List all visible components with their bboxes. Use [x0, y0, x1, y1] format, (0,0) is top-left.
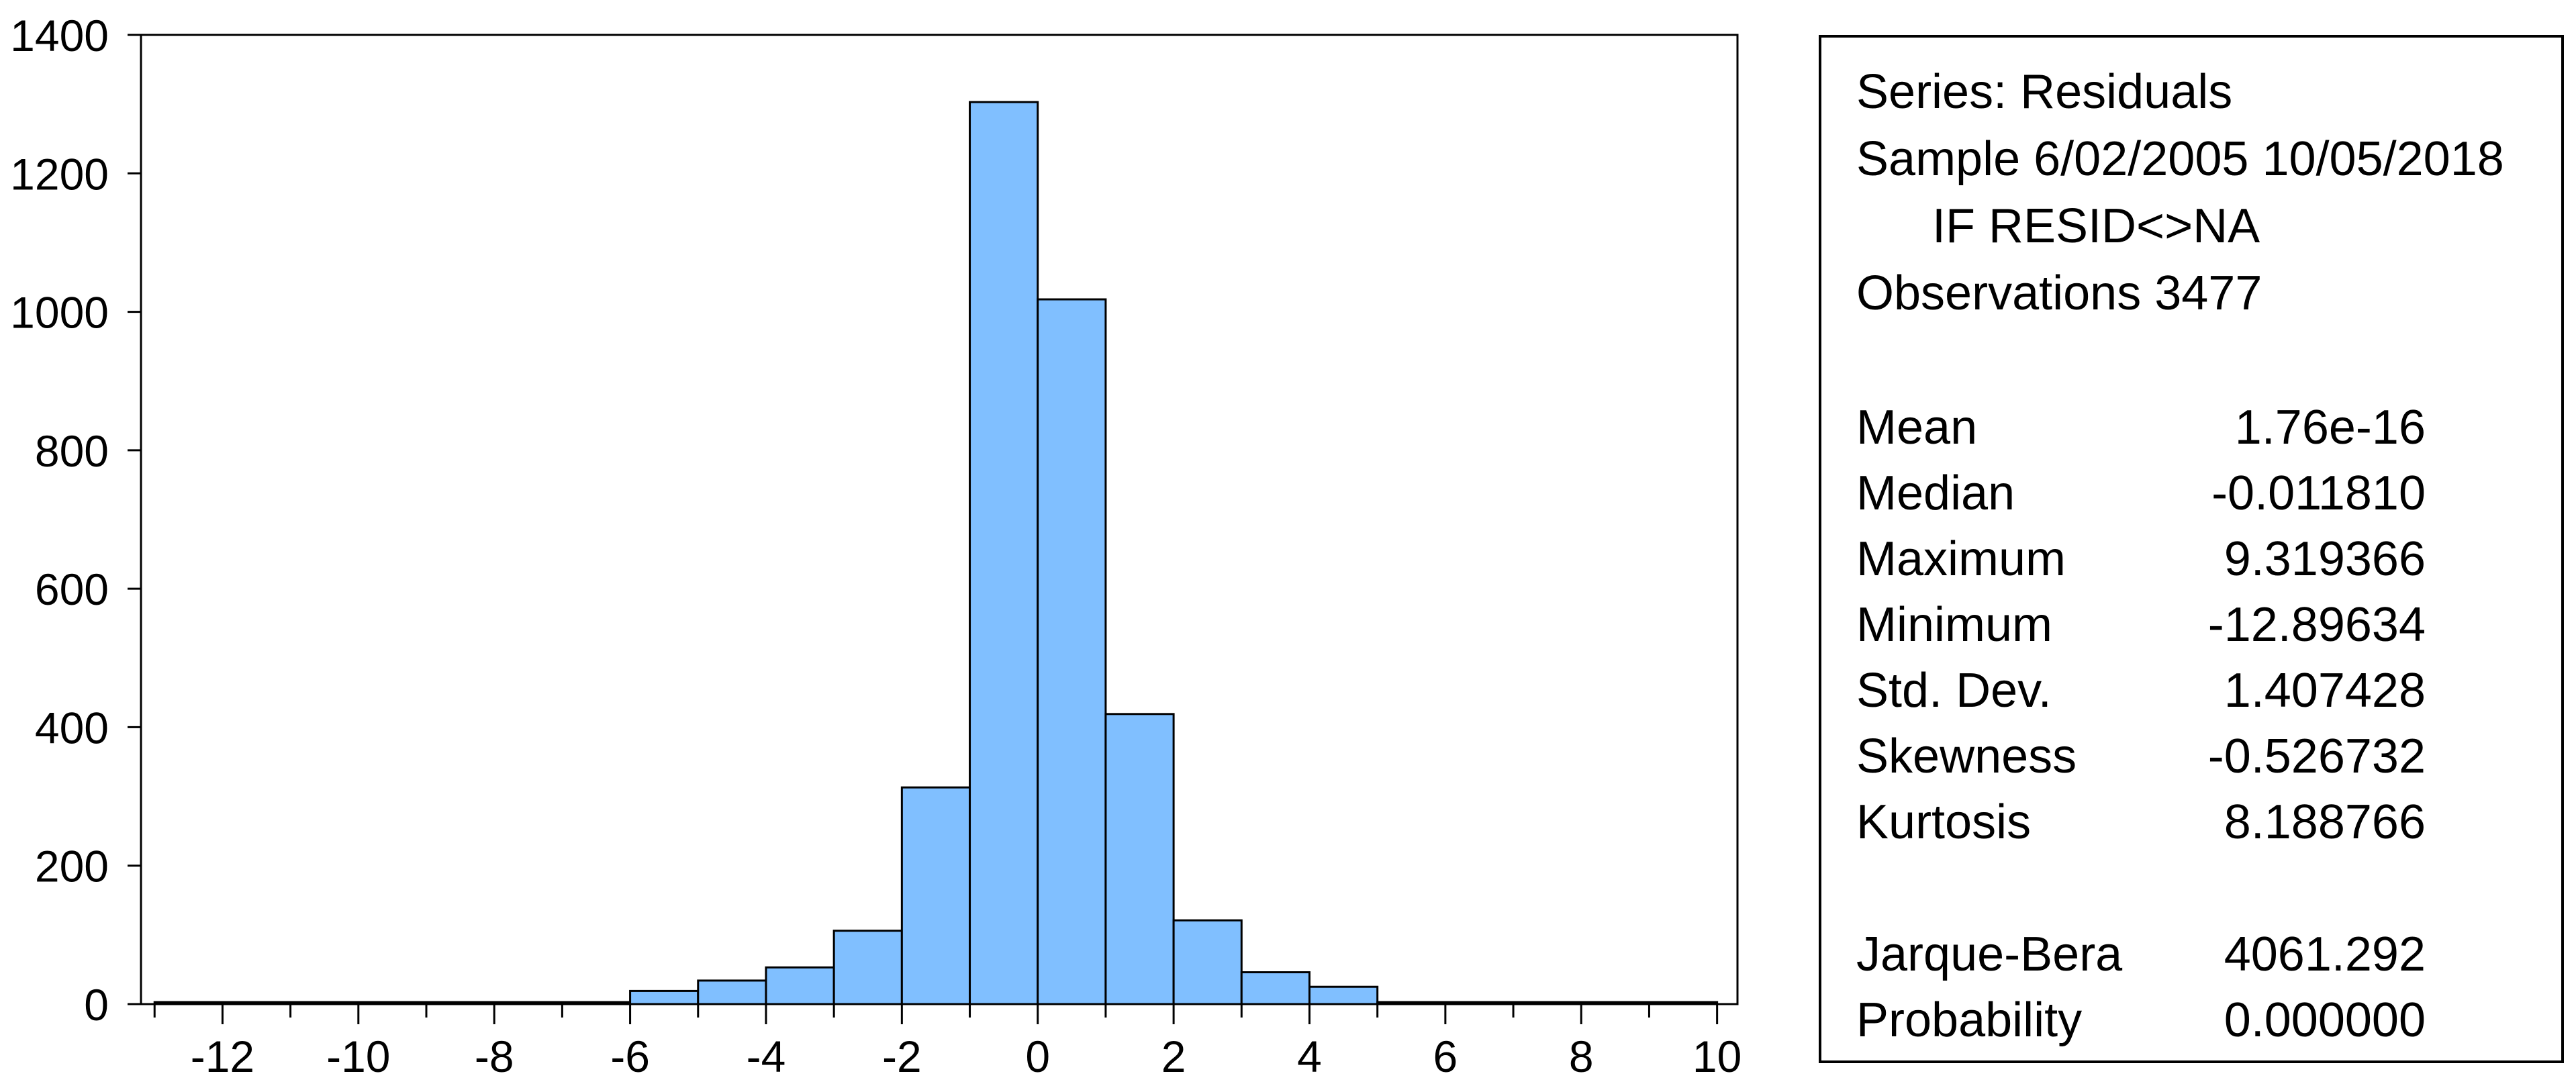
stat-row-probability: Probability 0.000000	[1856, 996, 2528, 1050]
y-tick-label: 800	[35, 426, 109, 476]
observation-count: Observations 3477	[1856, 266, 2262, 320]
stat-row-skewness: Skewness -0.526732	[1856, 732, 2528, 786]
histogram-bar	[629, 989, 700, 1005]
x-tick-label: -6	[610, 1032, 650, 1081]
x-tick-label: -2	[882, 1032, 922, 1081]
stat-row-mean: Mean 1.76e-16	[1856, 403, 2528, 457]
stat-row-median: Median -0.011810	[1856, 469, 2528, 523]
stat-value: 9.319366	[2224, 532, 2426, 586]
stat-label: Mean	[1856, 401, 1978, 454]
y-tick-label: 0	[84, 980, 109, 1030]
stat-value: 1.76e-16	[2234, 401, 2426, 454]
y-tick-label: 1200	[10, 149, 109, 199]
y-tick-label: 400	[35, 703, 109, 752]
plot-frame	[140, 34, 1739, 1005]
x-tick-label: -10	[326, 1032, 390, 1081]
y-tick-label: 1000	[10, 288, 109, 338]
x-tick-label: -8	[475, 1032, 514, 1081]
stat-label: Maximum	[1856, 532, 2066, 586]
stat-label: Probability	[1856, 993, 2083, 1047]
histogram-bar	[697, 979, 767, 1005]
y-tick-label: 600	[35, 564, 109, 614]
y-tick-label: 200	[35, 842, 109, 891]
stat-value: 4061.292	[2224, 928, 2426, 981]
stat-row-jarque-bera: Jarque-Bera 4061.292	[1856, 930, 2528, 984]
stat-row-minimum: Minimum -12.89634	[1856, 601, 2528, 654]
x-tick-label: -4	[747, 1032, 786, 1081]
stat-value: 1.407428	[2224, 664, 2426, 718]
stat-label: Std. Dev.	[1856, 664, 2052, 718]
x-tick-label: 4	[1297, 1032, 1322, 1081]
histogram-bar	[1308, 985, 1379, 1005]
x-tick-label: 10	[1692, 1032, 1742, 1081]
histogram-bar	[765, 966, 835, 1005]
histogram-bar	[900, 786, 971, 1005]
sample-range: Sample 6/02/2005 10/05/2018	[1856, 132, 2504, 186]
x-tick-label: 0	[1025, 1032, 1050, 1081]
series-name: Series: Residuals	[1856, 65, 2233, 119]
plot-axes	[140, 34, 1739, 1005]
histogram-bar	[1172, 919, 1243, 1005]
histogram-bar	[1104, 713, 1175, 1005]
x-tick-label: 6	[1433, 1032, 1458, 1081]
stat-row-std-dev: Std. Dev. 1.407428	[1856, 666, 2528, 720]
stat-value: 0.000000	[2224, 993, 2426, 1047]
stat-label: Median	[1856, 466, 2015, 520]
y-tick-label: 1400	[10, 11, 109, 60]
histogram-bar	[1240, 971, 1310, 1005]
y-axis-ticks: 0 200 400 600 800 1000 1200 1400	[10, 11, 141, 1030]
stat-value: -0.526732	[2207, 730, 2426, 783]
stat-label: Skewness	[1856, 730, 2077, 783]
x-tick-label: 8	[1569, 1032, 1594, 1081]
sample-condition: IF RESID<>NA	[1932, 199, 2260, 253]
stat-label: Kurtosis	[1856, 795, 2032, 849]
histogram-bars	[153, 101, 1719, 1005]
x-tick-label: 2	[1161, 1032, 1186, 1081]
x-axis-ticks: -12 -10 -8 -6 -4 -2 0 2 4 6 8 10	[153, 1004, 1742, 1081]
histogram-bar	[969, 101, 1039, 1005]
statistics-panel: Series: Residuals Sample 6/02/2005 10/05…	[1819, 35, 2564, 1063]
stat-value: -12.89634	[2207, 598, 2426, 652]
stat-value: -0.011810	[2211, 466, 2426, 520]
stat-label: Minimum	[1856, 598, 2053, 652]
stat-value: 8.188766	[2224, 795, 2426, 849]
stat-row-kurtosis: Kurtosis 8.188766	[1856, 798, 2528, 852]
stat-row-maximum: Maximum 9.319366	[1856, 535, 2528, 589]
histogram-bar	[1037, 298, 1107, 1005]
stat-label: Jarque-Bera	[1856, 928, 2123, 981]
histogram-bar	[832, 930, 903, 1005]
x-tick-label: -12	[191, 1032, 254, 1081]
